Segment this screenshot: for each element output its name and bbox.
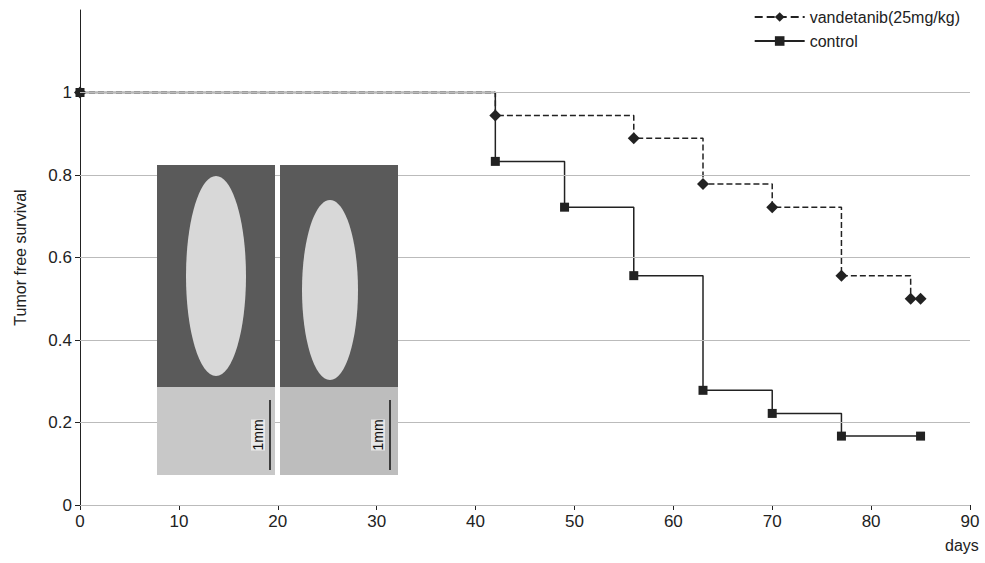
svg-text:Tumor free survival: Tumor free survival [12,189,29,325]
svg-text:1mm: 1mm [370,419,386,450]
svg-text:20: 20 [268,512,287,531]
svg-text:0.4: 0.4 [48,331,72,350]
svg-text:10: 10 [169,512,188,531]
svg-text:90: 90 [961,512,980,531]
svg-text:0.8: 0.8 [48,166,72,185]
svg-text:50: 50 [565,512,584,531]
svg-text:vandetanib(25mg/kg): vandetanib(25mg/kg) [810,9,960,26]
svg-text:80: 80 [862,512,881,531]
svg-text:40: 40 [466,512,485,531]
svg-text:60: 60 [664,512,683,531]
svg-text:control: control [810,33,858,50]
svg-text:0.6: 0.6 [48,248,72,267]
svg-text:0: 0 [75,512,84,531]
svg-text:1: 1 [63,83,72,102]
svg-text:0: 0 [63,496,72,515]
svg-text:1mm: 1mm [250,419,266,450]
svg-text:70: 70 [763,512,782,531]
svg-text:30: 30 [367,512,386,531]
svg-text:0.2: 0.2 [48,413,72,432]
svg-text:days: days [945,537,979,554]
